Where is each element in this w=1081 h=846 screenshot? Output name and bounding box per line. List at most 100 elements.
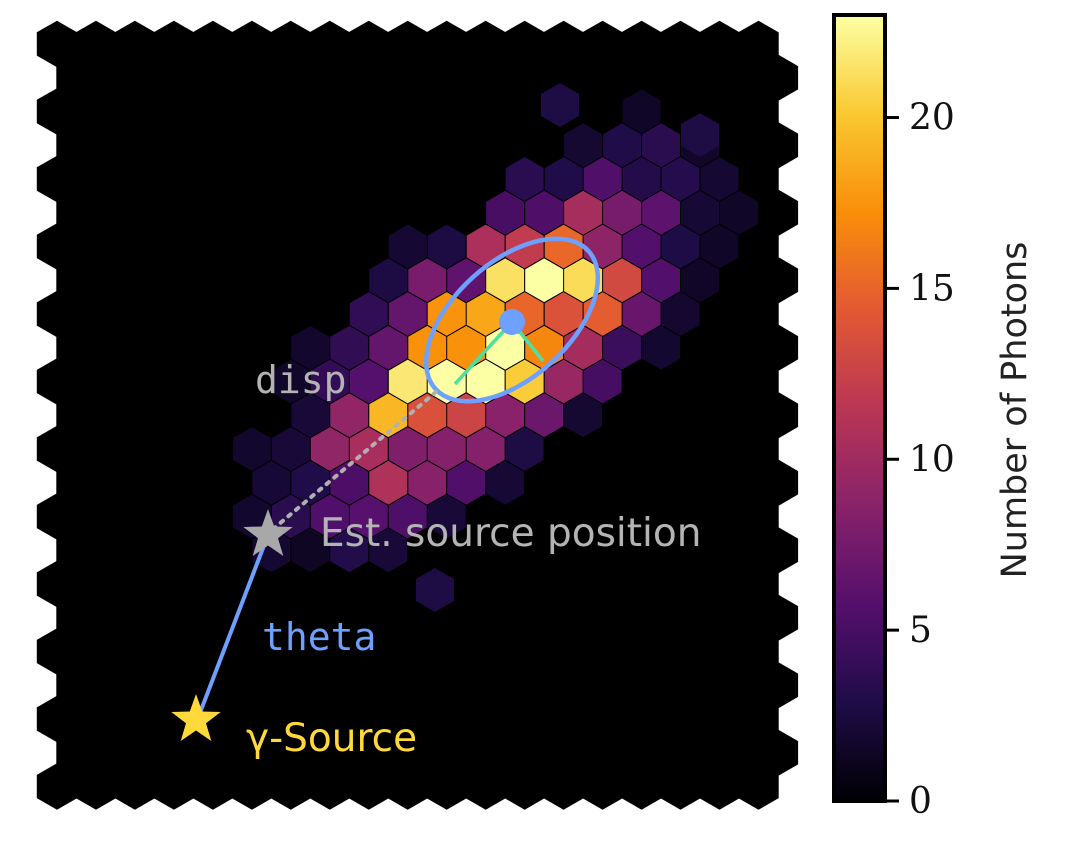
camera-pixel	[134, 54, 175, 101]
camera-pixel	[173, 662, 214, 709]
camera-pixel	[270, 560, 311, 608]
camera-pixel	[348, 88, 389, 135]
theta-label: theta	[262, 615, 376, 659]
camera-pixel	[368, 54, 409, 101]
camera-pixel	[524, 662, 565, 709]
shower-pixel	[408, 393, 447, 438]
camera-pixel	[660, 695, 701, 743]
camera-pixel	[114, 223, 156, 270]
shower-pixel	[544, 224, 583, 269]
camera-pixel	[173, 594, 214, 641]
camera-pixel	[446, 729, 487, 776]
camera-pixel	[309, 763, 350, 810]
camera-pixel	[485, 594, 526, 641]
shower-pixel	[271, 359, 310, 404]
shower-pixel	[232, 427, 271, 471]
shower-pixel	[622, 224, 661, 269]
shower-pixel	[447, 325, 486, 370]
shower-pixel	[544, 292, 583, 336]
shower-pixel	[661, 224, 700, 269]
colorbar-frame	[832, 13, 887, 803]
shower-pixel	[681, 113, 719, 157]
colorbar: 0 5 10 15 20 Number of Photons	[832, 13, 1035, 822]
shower-pixel	[330, 393, 369, 438]
camera-pixel	[75, 290, 117, 338]
camera-pixel	[329, 122, 370, 169]
camera-pixel	[95, 662, 136, 709]
shower-pixel	[564, 190, 603, 235]
colorbar-tick-label: 5	[909, 610, 932, 651]
camera-pixel	[153, 290, 195, 338]
camera-pixel	[407, 189, 448, 237]
camera-pixel	[757, 527, 799, 574]
camera-pixel	[192, 493, 234, 540]
camera-pixel	[192, 628, 234, 675]
camera-pixel	[426, 763, 467, 810]
shower-pixel	[330, 460, 369, 505]
camera-pixel	[757, 662, 799, 709]
camera-pixel	[290, 122, 331, 169]
camera-pixel	[757, 391, 799, 439]
camera-pixel	[251, 391, 292, 439]
camera-pixel	[543, 763, 584, 810]
shower-pixel	[291, 325, 330, 370]
camera-pixel	[504, 493, 545, 540]
camera-pixel	[36, 358, 78, 405]
camera-pixel	[36, 223, 78, 270]
camera-pixel	[679, 324, 721, 372]
camera-pixel	[153, 358, 195, 405]
camera-pixel	[699, 695, 740, 743]
camera-pixel	[387, 155, 428, 203]
shower-pixel	[427, 224, 466, 269]
disp-dotted-line	[270, 390, 438, 532]
camera-pixel	[660, 425, 701, 473]
camera-pixel	[231, 290, 272, 338]
shower-pixel	[642, 258, 680, 303]
shower-pixel	[700, 157, 739, 201]
camera-pixel	[231, 628, 272, 675]
camera-pixel	[173, 189, 214, 237]
camera-pixel	[718, 662, 760, 709]
shower-pixel	[388, 224, 427, 269]
camera-pixel	[699, 290, 740, 338]
camera-pixel	[153, 560, 195, 608]
shower-pixel	[349, 359, 388, 404]
camera-pixel	[485, 729, 526, 776]
camera-pixel	[348, 763, 389, 810]
camera-pixel	[446, 189, 487, 237]
camera-pixel	[212, 527, 253, 574]
camera-pixel	[153, 20, 195, 68]
camera-pixel	[309, 290, 350, 338]
shower-pixel	[622, 89, 661, 134]
camera-pixel	[387, 628, 428, 675]
camera-pixel	[251, 54, 292, 101]
camera-pixel	[192, 358, 234, 405]
camera-pixel	[212, 729, 253, 776]
shower-pixel	[408, 460, 447, 505]
camera-pixel	[543, 628, 584, 675]
camera-pixel	[407, 662, 448, 709]
camera-pixel	[582, 695, 623, 743]
gamma-source-star-icon	[171, 694, 221, 741]
camera-pixel	[524, 122, 565, 169]
camera-pixel	[212, 459, 253, 507]
camera-pixel	[640, 594, 682, 641]
shower-pixel	[369, 258, 408, 303]
camera-pixel	[718, 527, 760, 574]
camera-pixel	[660, 628, 701, 675]
camera-pixel	[562, 459, 604, 507]
camera-pixel	[114, 20, 156, 68]
camera-pixel	[718, 54, 760, 101]
camera-pixel	[36, 763, 78, 810]
camera-pixel	[504, 88, 545, 135]
camera-pixel	[192, 425, 234, 473]
camera-pixel	[660, 493, 701, 540]
camera-pixel	[601, 662, 643, 709]
camera-pixel	[95, 459, 136, 507]
ellipse-major-axis-line	[453, 320, 514, 386]
hillas-ellipse	[423, 236, 601, 404]
camera-pixel	[231, 20, 272, 68]
camera-pixel	[543, 695, 584, 743]
camera-pixel	[36, 695, 78, 743]
shower-pixel	[388, 494, 427, 539]
